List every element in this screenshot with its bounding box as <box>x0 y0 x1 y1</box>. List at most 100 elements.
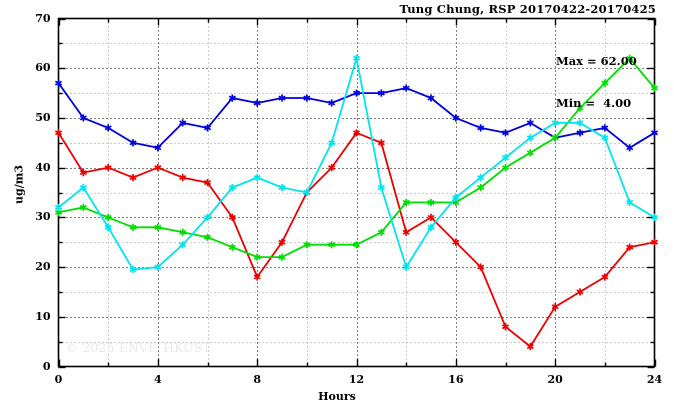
data-point-marker <box>576 289 584 295</box>
data-point-marker <box>203 214 212 220</box>
chart-title: Tung Chung, RSP 20170422-20170425 <box>399 2 656 16</box>
data-point-marker <box>402 264 410 270</box>
data-point-marker <box>104 214 112 220</box>
data-point-marker <box>278 239 286 245</box>
data-point-marker <box>352 242 361 248</box>
series-20170425 <box>54 54 659 274</box>
data-point-marker <box>328 100 336 106</box>
data-point-marker <box>228 244 236 250</box>
data-point-marker <box>650 130 659 136</box>
data-point-marker <box>526 135 534 141</box>
data-point-marker <box>203 125 212 131</box>
data-point-marker <box>452 194 460 201</box>
data-point-marker <box>79 184 87 191</box>
data-point-marker <box>427 95 435 101</box>
data-point-marker <box>253 254 261 260</box>
y-tick-label: 30 <box>35 210 51 224</box>
data-point-marker <box>477 184 485 191</box>
plot-frame <box>57 17 656 368</box>
data-point-marker <box>402 199 410 205</box>
data-point-marker <box>179 229 187 235</box>
data-point-marker <box>601 135 609 141</box>
data-series-group <box>54 54 659 351</box>
series-line <box>57 131 655 348</box>
data-point-marker <box>278 95 286 101</box>
data-point-marker <box>179 242 187 248</box>
x-axis-label: Hours <box>318 390 356 403</box>
min-value-annotation: Min = 4.00 <box>556 96 632 110</box>
data-point-marker <box>501 155 510 161</box>
data-point-marker <box>501 130 510 136</box>
data-point-marker <box>626 244 634 250</box>
data-point-marker <box>328 140 336 146</box>
data-point-marker <box>601 274 609 280</box>
data-point-marker <box>228 214 236 220</box>
data-point-marker <box>650 85 659 91</box>
data-point-marker <box>526 344 534 350</box>
data-point-marker <box>253 100 261 106</box>
data-point-marker <box>377 229 385 235</box>
data-point-marker <box>551 120 559 126</box>
data-point-marker <box>104 125 112 131</box>
data-point-marker <box>427 199 435 205</box>
data-point-marker <box>253 175 261 181</box>
data-point-marker <box>452 239 460 245</box>
data-point-marker <box>54 80 63 86</box>
data-point-marker <box>54 130 63 136</box>
data-point-marker <box>576 105 584 111</box>
data-point-marker <box>402 85 410 91</box>
data-point-marker <box>601 80 609 86</box>
series-20170424 <box>54 54 659 261</box>
y-tick-label: 0 <box>42 359 51 373</box>
series-20170423 <box>54 129 659 351</box>
data-point-marker <box>278 184 286 191</box>
data-point-marker <box>104 224 112 230</box>
data-point-marker <box>501 324 510 330</box>
x-tick-label: 8 <box>253 372 261 386</box>
data-point-marker <box>129 267 137 273</box>
data-point-marker <box>452 199 460 205</box>
data-point-marker <box>303 189 311 196</box>
data-point-marker <box>303 95 311 101</box>
data-point-marker <box>303 242 311 248</box>
data-point-marker <box>129 175 137 181</box>
data-point-marker <box>501 165 510 171</box>
data-point-marker <box>650 239 659 245</box>
data-point-marker <box>154 224 162 230</box>
max-value-annotation: Max = 62.00 <box>556 54 637 68</box>
x-tick-label: 4 <box>154 372 162 386</box>
y-tick-label: 60 <box>35 61 51 75</box>
data-point-marker <box>526 120 534 126</box>
x-tick-label: 0 <box>54 372 63 386</box>
data-point-marker <box>526 150 534 156</box>
data-point-marker <box>377 90 385 96</box>
data-point-marker <box>352 55 361 61</box>
data-point-marker <box>79 204 87 210</box>
data-point-marker <box>154 165 162 171</box>
data-point-marker <box>477 264 485 270</box>
data-point-marker <box>79 170 87 176</box>
y-tick-label: 40 <box>35 160 51 174</box>
data-point-marker <box>576 130 584 136</box>
data-point-marker <box>203 234 212 240</box>
data-point-marker <box>179 175 187 181</box>
data-point-marker <box>601 125 609 131</box>
data-point-marker <box>278 254 286 260</box>
data-point-marker <box>551 135 559 141</box>
major-gridlines <box>58 18 655 367</box>
data-point-marker <box>477 175 485 181</box>
data-point-marker <box>154 264 162 270</box>
data-point-marker <box>54 204 63 210</box>
y-tick-label: 70 <box>35 11 51 25</box>
statistics-annotation: Max = 62.00 Min = 4.00 <box>556 26 637 138</box>
x-tick-label: 12 <box>348 372 365 386</box>
data-point-marker <box>54 209 63 215</box>
y-tick-label: 20 <box>35 260 51 274</box>
data-point-marker <box>203 180 212 186</box>
data-point-marker <box>477 125 485 131</box>
data-point-marker <box>352 130 361 136</box>
data-point-marker <box>228 95 236 101</box>
data-point-marker <box>377 184 385 191</box>
axis-ticks <box>58 18 657 369</box>
